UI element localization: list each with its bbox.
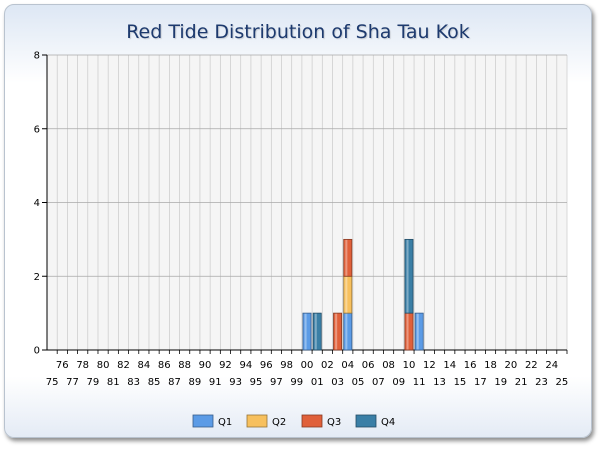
legend-swatch <box>246 414 268 428</box>
legend-swatch <box>355 414 377 428</box>
y-tick-label: 8 <box>34 51 40 62</box>
x-tick-label: 00 <box>301 360 314 371</box>
legend-label: Q3 <box>327 417 341 428</box>
bar-segment <box>343 275 353 314</box>
x-tick-label: 08 <box>382 360 395 371</box>
x-tick-label: 12 <box>423 360 436 371</box>
bar-highlight <box>406 239 409 313</box>
x-tick-label: 22 <box>525 360 538 371</box>
bar-segment <box>312 312 322 351</box>
x-tick-label: 88 <box>178 360 191 371</box>
x-tick-label: 75 <box>46 377 59 388</box>
y-tick-label: 4 <box>34 198 40 209</box>
x-tick-label: 83 <box>127 377 140 388</box>
x-tick-label: 77 <box>66 377 79 388</box>
x-tick-label: 84 <box>137 360 150 371</box>
chart-title: Red Tide Distribution of Sha Tau Kok <box>126 21 470 43</box>
bar-segment <box>404 312 414 351</box>
legend-label: Q4 <box>381 417 395 428</box>
x-tick-label: 07 <box>372 377 385 388</box>
bar-segment <box>343 312 353 351</box>
bar-segment <box>404 238 414 314</box>
x-tick-label: 92 <box>219 360 232 371</box>
x-tick-label: 03 <box>331 377 344 388</box>
x-tick-label: 21 <box>515 377 528 388</box>
legend-swatch <box>192 414 214 428</box>
x-tick-label: 89 <box>188 377 201 388</box>
y-tick-label: 6 <box>34 124 40 135</box>
bar-segment <box>302 312 312 351</box>
x-tick-label: 93 <box>229 377 242 388</box>
x-tick-label: 05 <box>352 377 365 388</box>
x-tick-label: 76 <box>56 360 69 371</box>
bar-segment <box>414 312 424 351</box>
x-tick-label: 80 <box>97 360 110 371</box>
x-tick-label: 17 <box>474 377 487 388</box>
x-tick-label: 19 <box>494 377 507 388</box>
x-tick-label: 13 <box>433 377 446 388</box>
x-tick-label: 25 <box>556 377 569 388</box>
bar-highlight <box>416 313 419 350</box>
x-tick-label: 16 <box>464 360 477 371</box>
x-tick-label: 87 <box>168 377 181 388</box>
x-tick-label: 78 <box>76 360 89 371</box>
x-tick-label: 10 <box>403 360 416 371</box>
x-tick-label: 09 <box>392 377 405 388</box>
x-tick-label: 85 <box>148 377 161 388</box>
x-tick-label: 82 <box>117 360 130 371</box>
bar-highlight <box>304 313 307 350</box>
x-tick-label: 96 <box>260 360 273 371</box>
bar-highlight <box>335 313 338 350</box>
bar-segment <box>333 312 343 351</box>
x-tick-label: 02 <box>321 360 334 371</box>
legend-swatch <box>301 414 323 428</box>
legend-label: Q1 <box>218 417 232 428</box>
y-tick-label: 2 <box>34 272 40 283</box>
y-tick-label: 0 <box>34 346 40 357</box>
x-tick-label: 18 <box>484 360 497 371</box>
bar-highlight <box>406 313 409 350</box>
x-tick-label: 91 <box>209 377 222 388</box>
bar-highlight <box>345 313 348 350</box>
x-tick-label: 20 <box>505 360 518 371</box>
x-tick-label: 95 <box>250 377 263 388</box>
x-tick-label: 79 <box>87 377 100 388</box>
x-tick-label: 23 <box>535 377 548 388</box>
x-tick-label: 98 <box>280 360 293 371</box>
x-tick-label: 24 <box>545 360 558 371</box>
x-tick-label: 99 <box>290 377 303 388</box>
x-tick-label: 01 <box>311 377 324 388</box>
x-tick-label: 86 <box>158 360 171 371</box>
legend-label: Q2 <box>272 417 286 428</box>
x-tick-label: 14 <box>443 360 456 371</box>
x-tick-label: 15 <box>454 377 467 388</box>
bar-segment <box>343 238 353 277</box>
x-tick-label: 06 <box>362 360 375 371</box>
bar-highlight <box>345 276 348 313</box>
x-tick-label: 97 <box>270 377 283 388</box>
x-tick-label: 04 <box>341 360 354 371</box>
bar-highlight <box>314 313 317 350</box>
x-tick-label: 11 <box>413 377 426 388</box>
x-tick-label: 81 <box>107 377 120 388</box>
x-tick-label: 90 <box>199 360 212 371</box>
x-tick-label: 94 <box>239 360 252 371</box>
bar-highlight <box>345 239 348 276</box>
